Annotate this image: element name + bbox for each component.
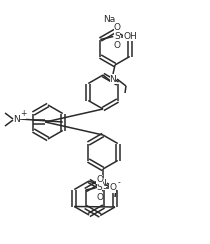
Text: N: N [100, 179, 106, 187]
Text: O: O [114, 41, 121, 50]
Text: -: - [117, 179, 120, 187]
Text: +: + [20, 110, 26, 119]
Text: S: S [97, 183, 102, 193]
Text: O: O [96, 174, 103, 183]
Text: N: N [110, 74, 116, 83]
Text: O: O [114, 23, 121, 32]
Text: O: O [96, 193, 103, 202]
Text: Na: Na [103, 16, 115, 24]
Text: N: N [14, 114, 20, 123]
Text: S: S [114, 32, 120, 41]
Text: OH: OH [123, 32, 137, 41]
Text: O: O [109, 183, 116, 193]
